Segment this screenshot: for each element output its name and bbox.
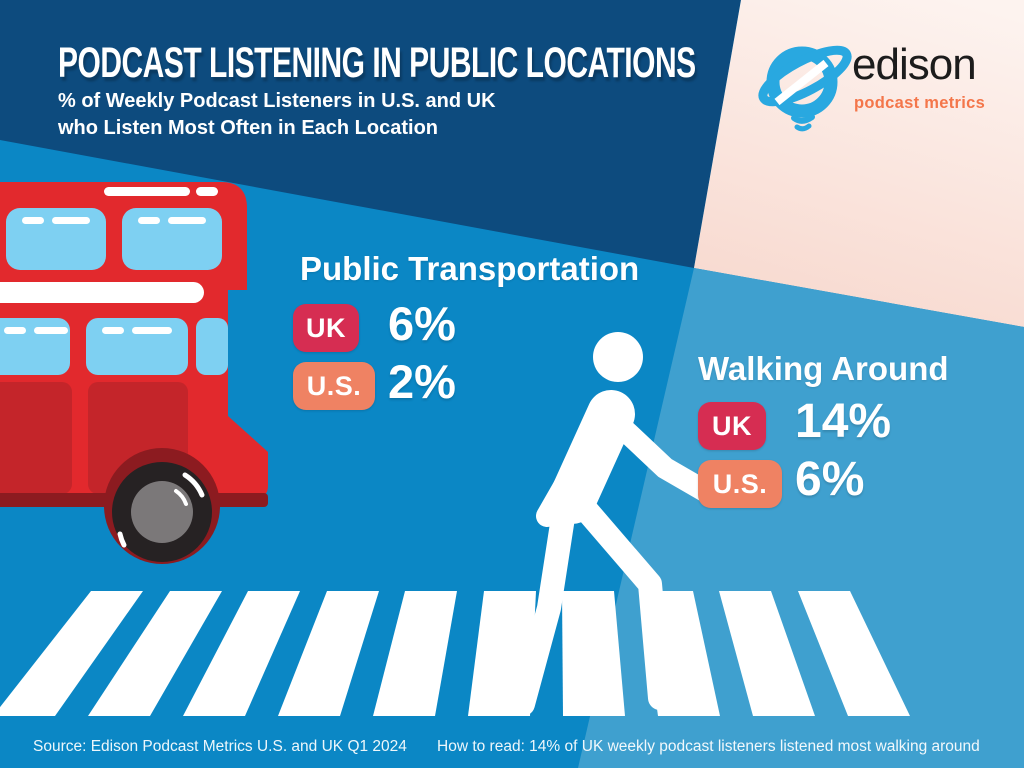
bus-window [0, 318, 70, 375]
crosswalk-stripe [0, 591, 143, 716]
crosswalk-stripe [798, 591, 910, 716]
section-title-walking-around: Walking Around [698, 350, 949, 387]
crosswalk-stripe [562, 591, 625, 716]
section-title-public-transportation: Public Transportation [300, 250, 640, 287]
crosswalk-stripe [373, 591, 457, 716]
crosswalk-stripe [183, 591, 300, 716]
stat-value-public-transportation-us: 2% [388, 355, 456, 408]
bus-illustration [0, 182, 268, 564]
page-subtitle: % of Weekly Podcast Listeners in U.S. an… [58, 88, 496, 141]
us-badge: U.S. [293, 362, 375, 410]
uk-badge: UK [293, 304, 359, 352]
background-navy-wedge [0, 0, 741, 268]
uk-badge-label: UK [712, 410, 752, 441]
bus-door-panel [0, 382, 72, 494]
logo-tagline-text: podcast metrics [854, 94, 986, 112]
crosswalk-stripe [88, 591, 222, 716]
bus-window [196, 318, 228, 375]
us-badge: U.S. [698, 460, 782, 508]
bus-wheel [112, 462, 212, 562]
uk-badge-label: UK [306, 312, 346, 343]
stat-value-public-transportation-uk: 6% [388, 297, 456, 350]
uk-badge: UK [698, 402, 766, 450]
pedestrian-icon [511, 332, 721, 716]
bus-window [86, 318, 188, 375]
us-badge-label: U.S. [306, 370, 362, 401]
crosswalk [0, 591, 910, 716]
edison-bulb-orbit-icon [758, 45, 852, 132]
us-badge-label: U.S. [712, 468, 768, 499]
footer-source: Source: Edison Podcast Metrics U.S. and … [33, 738, 407, 755]
footer-how-to-read: How to read: 14% of UK weekly podcast li… [437, 738, 980, 755]
page-subtitle-line2: who Listen Most Often in Each Location [58, 116, 439, 139]
crosswalk-stripe [278, 591, 379, 716]
page-title: PODCAST LISTENING IN PUBLIC LOCATIONS [58, 40, 696, 87]
stat-value-walking-around-us: 6% [795, 453, 865, 506]
crosswalk-stripe [719, 591, 815, 716]
stat-value-walking-around-uk: 14% [795, 395, 892, 448]
logo-brand-text: edison [852, 40, 977, 89]
page-subtitle-line1: % of Weekly Podcast Listeners in U.S. an… [58, 90, 496, 112]
